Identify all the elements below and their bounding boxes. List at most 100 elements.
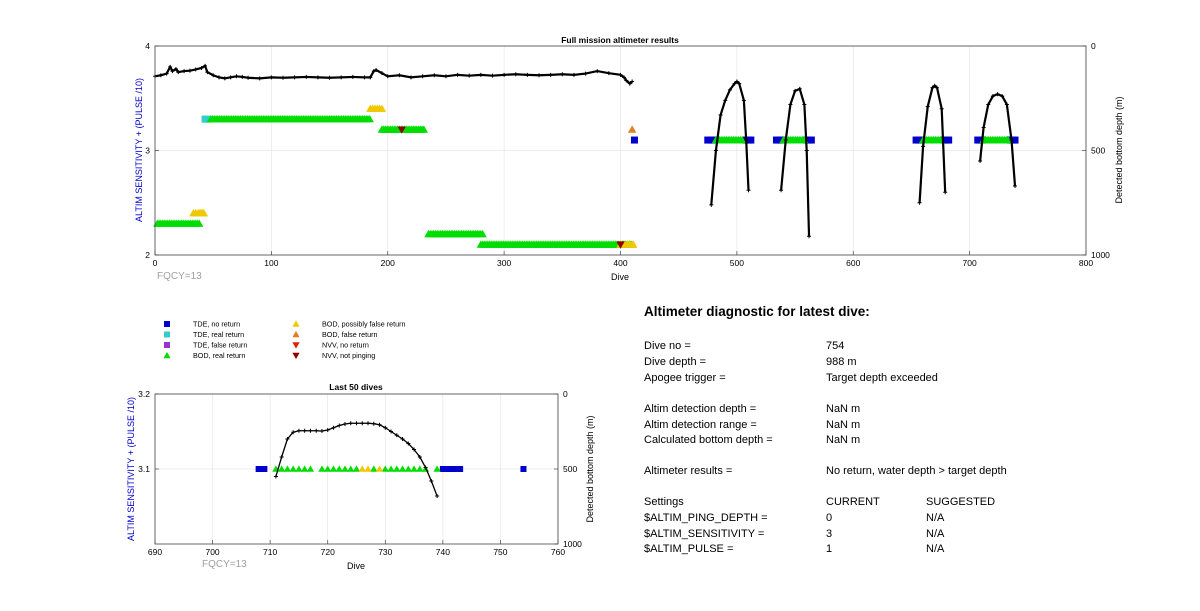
tde-no-returnmarker [451,466,458,472]
depth-point [1000,94,1005,99]
bod-real-returnmarker [370,465,378,472]
depth-point [279,455,284,459]
bod-real-return-marker [195,219,204,227]
depth-point [339,75,344,80]
depth-point [331,425,336,430]
bod-real-returnmarker [410,465,418,472]
depth-point [709,202,714,207]
depth-point [793,88,798,93]
depth-point [932,83,937,88]
depth-point [713,148,718,153]
depth-point [389,429,394,434]
legend-marker [292,342,300,349]
top-y-right-label: Detected bottom depth (m) [1114,96,1124,203]
bod-real-returnmarker [381,465,389,472]
depth-point [379,71,384,76]
x-tick-label: 740 [436,547,450,557]
x-tick-label: 100 [264,258,278,268]
bod-real-return-marker [419,125,429,133]
depth-point [1004,102,1009,107]
depth-point [525,72,530,77]
depth-point [443,74,448,79]
legend-marker [164,321,170,327]
apogee-row: Apogee trigger = Target depth exceeded [644,372,1184,387]
depth-point [990,94,995,99]
bod-real-returnmarker [352,465,361,472]
depth-point [621,75,626,80]
bod-possibly-false-returnmarker [364,465,372,472]
depth-point [467,73,472,78]
bod-possibly-false-returnmarker [358,465,366,472]
diagnostic-title: Altimeter diagnostic for latest dive: [644,304,870,319]
depth-point [995,92,1000,97]
depth-point [383,425,388,430]
depth-point [624,78,629,83]
legend-label: TDE, real return [193,330,244,339]
depth-point [737,81,742,86]
depth-point [420,74,425,79]
depth-point [182,69,187,74]
tde-no-returnmarker [520,466,527,472]
depth-point [193,67,198,72]
bottom-ticks: 690 700 710 720 730 740 750 760 3.1 3.2 0 500 1000 [138,389,582,557]
x-tick-label: 500 [730,258,744,268]
depth-point [385,74,390,79]
legend-label: NVV, no return [322,341,369,350]
top-ticks: 0 100 200 300 400 500 600 700 800 2 3 4 0 500 1000 [145,41,1110,268]
bod-real-returnmarker [416,465,424,472]
calculated-depth-label: Calculated bottom depth = [644,434,773,446]
nvv-not-pingingmarker [616,241,625,249]
bottom-chart: 690 700 710 720 730 740 750 760 3.1 3.2 0 500 1000 L… [126,382,595,571]
nvv-not-pingingmarker [397,126,406,134]
sensitivity-label: $ALTIM_SENSITIVITY = [644,528,765,540]
tde-no-returnmarker [457,466,464,472]
depth-point [281,75,286,80]
depth-point [571,72,576,77]
depth-point [170,69,175,74]
ping-depth-suggested: N/A [926,512,945,524]
legend-marker [292,352,300,360]
depth-point [228,75,233,80]
depth-point [406,441,411,446]
altimeter-results-label: Altimeter results = [644,465,733,477]
depth-point [342,422,347,426]
depth-point [502,72,507,77]
x-tick-label: 750 [493,547,507,557]
depth-point [314,428,319,433]
depth-point [718,112,723,117]
legend-label: BOD, real return [193,351,245,360]
suggested-header: SUGGESTED [926,496,996,508]
bod-real-returnmarker [283,465,292,472]
depth-point [315,75,320,80]
bod-possibly-false-returnmarker [377,104,387,112]
bod-real-returnmarker [324,465,332,472]
detection-range-label: Altim detection range = [644,419,757,431]
detection-range-row: Altim detection range = NaN m [644,419,1184,434]
depth-point [741,98,746,103]
x-tick-label: 760 [551,547,565,557]
y-right-tick-label: 500 [1091,146,1105,156]
depth-point [804,148,809,153]
depth-point [168,64,173,69]
x-tick-label: 710 [263,547,277,557]
x-tick-label: 300 [497,258,511,268]
depth-point [371,421,376,426]
y-right-tick-label: 1000 [563,539,582,549]
depth-point [203,63,208,68]
depth-point [377,422,382,427]
depth-point [606,71,611,76]
detection-range-value: NaN m [826,419,861,431]
depth-point [273,474,278,479]
depth-point [234,74,239,79]
depth-point [734,79,739,84]
depth-point [630,79,635,84]
x-tick-label: 700 [963,258,977,268]
legend-marker [163,351,171,359]
depth-point [943,190,948,195]
depth-point [939,106,944,111]
bod-possibly-false-returnmarker [375,465,384,472]
top-chart: 0 100 200 300 400 500 600 700 800 2 3 4 0 500 1000 Ful… [134,35,1124,282]
x-tick-label: 690 [148,547,162,557]
current-header: CURRENT [826,496,880,508]
